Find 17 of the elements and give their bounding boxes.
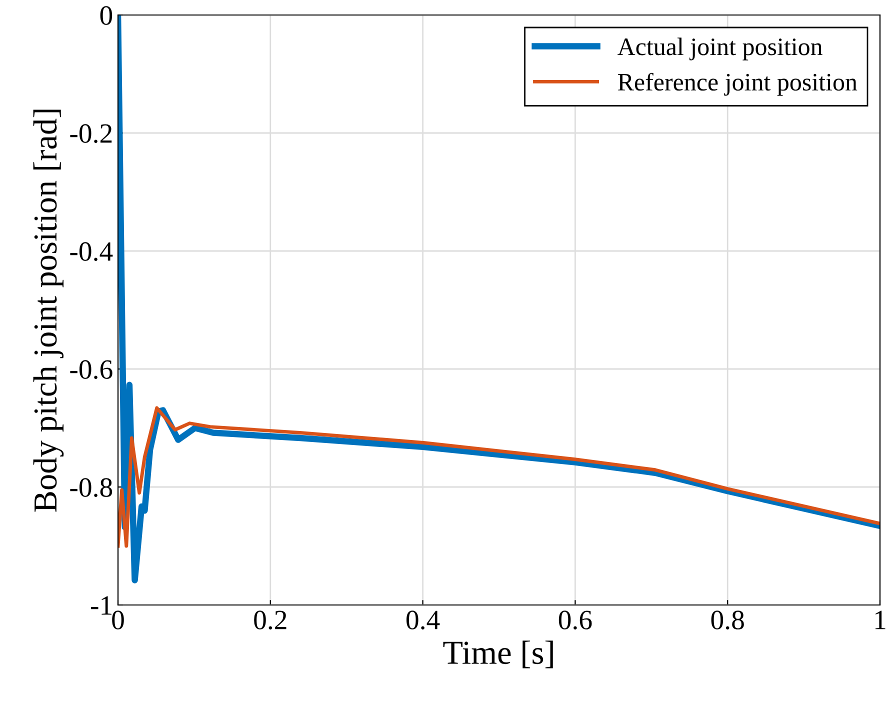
line-series xyxy=(118,406,880,548)
y-tick-label: -0.4 xyxy=(70,242,113,262)
y-tick-label: -0.2 xyxy=(70,124,112,144)
legend-label: Reference joint position xyxy=(618,72,858,96)
y-tick-label: 0 xyxy=(100,6,112,25)
x-tick-label: 0.4 xyxy=(406,610,440,630)
x-tick-label: 1 xyxy=(876,610,886,630)
y-tick-label: -1 xyxy=(91,596,112,615)
x-tick-label: 0 xyxy=(112,610,124,630)
x-tick-label: 0.8 xyxy=(711,610,744,630)
x-tick-label: 0.2 xyxy=(254,610,286,630)
x-tick-label: 0.6 xyxy=(558,610,592,630)
y-axis-title: Body pitch joint position [rad] xyxy=(33,110,64,512)
legend-label: Actual joint position xyxy=(618,38,822,60)
y-tick-label: -0.6 xyxy=(70,360,112,380)
y-tick-label: -0.8 xyxy=(70,478,112,498)
x-axis-title: Time [s] xyxy=(443,640,553,668)
